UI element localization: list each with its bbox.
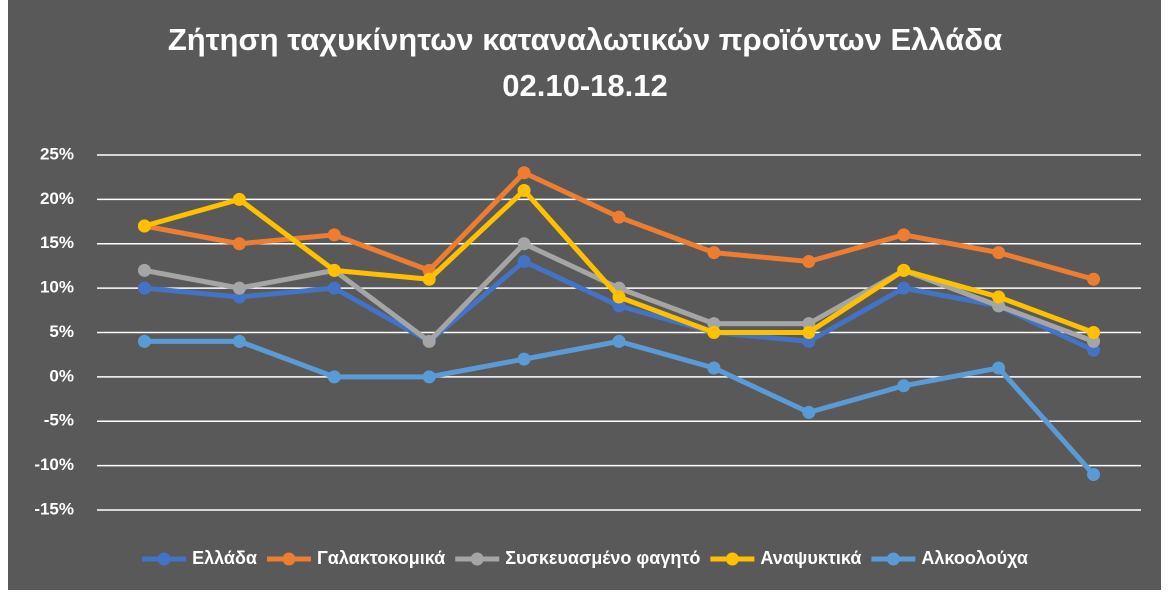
- data-point: [802, 255, 816, 268]
- data-point: [802, 326, 816, 339]
- data-point: [897, 228, 911, 242]
- data-point: [517, 255, 531, 268]
- legend-marker: [470, 552, 484, 566]
- data-point: [137, 263, 151, 277]
- data-point: [1087, 468, 1101, 481]
- y-tick-label: 10%: [40, 278, 74, 297]
- data-point: [327, 370, 341, 384]
- data-point: [232, 334, 246, 348]
- data-point: [517, 166, 531, 180]
- data-point: [137, 281, 151, 295]
- data-point: [897, 379, 911, 393]
- data-point: [612, 290, 626, 304]
- data-point: [897, 263, 911, 277]
- y-tick-label: 5%: [49, 322, 74, 341]
- legend-label: Ελλάδα: [192, 548, 257, 568]
- chart-title: Ζήτηση ταχυκίνητων καταναλωτικών προϊόντ…: [168, 22, 1002, 57]
- data-point: [802, 405, 816, 419]
- legend-marker: [282, 552, 296, 566]
- legend-marker: [886, 552, 900, 566]
- data-point: [612, 210, 626, 224]
- y-tick-label: -10%: [34, 455, 74, 474]
- data-point: [232, 281, 246, 295]
- chart-subtitle: 02.10-18.12: [502, 68, 667, 103]
- data-point: [707, 326, 721, 339]
- data-point: [707, 246, 721, 260]
- data-point: [137, 219, 151, 233]
- legend-label: Γαλακτοκομικά: [317, 548, 445, 568]
- data-point: [1087, 272, 1101, 286]
- legend: Ελλάδα Γαλακτοκομικά Συσκευασμένο φαγητό Αν…: [142, 548, 1028, 568]
- data-point: [517, 184, 531, 197]
- data-point: [422, 370, 436, 384]
- data-point: [517, 237, 531, 251]
- data-point: [422, 334, 436, 348]
- y-tick-label: 0%: [49, 366, 74, 385]
- data-point: [327, 228, 341, 242]
- data-point: [327, 263, 341, 277]
- legend-label: Αλκοολούχα: [921, 548, 1027, 568]
- data-point: [897, 281, 911, 295]
- data-point: [422, 272, 436, 286]
- data-point: [137, 334, 151, 348]
- data-point: [232, 237, 246, 251]
- data-point: [327, 281, 341, 295]
- data-point: [992, 361, 1006, 375]
- y-tick-label: 20%: [40, 189, 74, 208]
- data-point: [992, 290, 1006, 304]
- legend-label: Συσκευασμένο φαγητό: [505, 548, 700, 568]
- data-point: [992, 246, 1006, 260]
- y-tick-label: -15%: [34, 499, 74, 518]
- data-point: [612, 334, 626, 348]
- legend-marker: [725, 552, 739, 566]
- data-point: [707, 361, 721, 375]
- legend-marker: [157, 552, 171, 566]
- y-tick-label: 25%: [40, 144, 74, 163]
- data-point: [232, 192, 246, 206]
- data-point: [1087, 326, 1101, 339]
- legend-label: Αναψυκτικά: [760, 548, 861, 568]
- y-tick-label: -5%: [44, 411, 74, 430]
- data-point: [517, 352, 531, 366]
- y-tick-label: 15%: [40, 233, 74, 252]
